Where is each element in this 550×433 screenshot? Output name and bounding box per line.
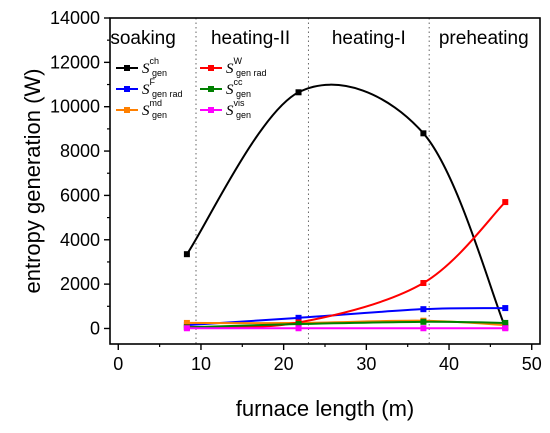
x-tick-label: 50 [522,354,542,374]
series-line [186,83,507,328]
legend-entry: Sch gen [142,56,167,78]
data-point [420,130,427,137]
y-tick-label: 14000 [50,8,100,28]
data-series [183,83,509,332]
y-tick-label: 2000 [60,274,100,294]
data-point [502,319,509,326]
data-point [420,280,427,287]
legend-marker [208,86,214,92]
data-point [295,89,302,96]
y-axis-title: entropy generation (W) [20,69,45,294]
axes [104,17,541,350]
legend-marker [124,65,130,71]
data-point [183,319,190,326]
data-point [183,325,190,332]
legend-entry: SF gen rad [142,77,183,99]
data-point [420,325,427,332]
x-tick-label: 0 [113,354,123,374]
legend-marker [208,65,214,71]
legend-entry: SW gen rad [226,56,267,78]
y-tick-label: 12000 [50,52,100,72]
data-point [295,325,302,332]
y-tick-label: 8000 [60,141,100,161]
x-tick-label: 10 [191,354,211,374]
series-line [186,307,506,327]
data-point [502,305,509,312]
data-point [183,251,190,258]
x-tick-label: 20 [274,354,294,374]
data-point [502,325,509,332]
x-tick-label: 40 [439,354,459,374]
legend-entry: Scc gen [226,77,251,99]
zone-label: soaking [110,28,176,49]
y-tick-label: 0 [90,318,100,338]
data-point [502,199,509,206]
legend-entry: Smd gen [142,98,167,120]
legend-entry: Svis gen [226,98,251,120]
legend-marker [124,107,130,113]
zone-label: heating-I [332,28,406,49]
x-axis-title: furnace length (m) [236,396,415,421]
legend-marker [208,107,214,113]
series-line [186,201,506,329]
x-tick-label: 30 [356,354,376,374]
tick-labels: 0 10 20 30 40 50 0 2000 4000 6000 8000 10000 12000 14… [50,8,542,374]
y-tick-label: 6000 [60,185,100,205]
zone-label: preheating [439,28,529,49]
legend-marker [124,86,130,92]
zone-label: heating-II [211,28,290,49]
zone-dividers [195,18,430,344]
zone-labels: soaking heating-II heating-I preheating [110,28,528,49]
data-point [420,318,427,325]
data-point [295,321,302,328]
data-point [295,314,302,321]
y-tick-label: 10000 [50,97,100,117]
data-point [420,306,427,313]
plot-frame [109,17,541,345]
series-line [186,320,506,329]
y-tick-label: 4000 [60,230,100,250]
